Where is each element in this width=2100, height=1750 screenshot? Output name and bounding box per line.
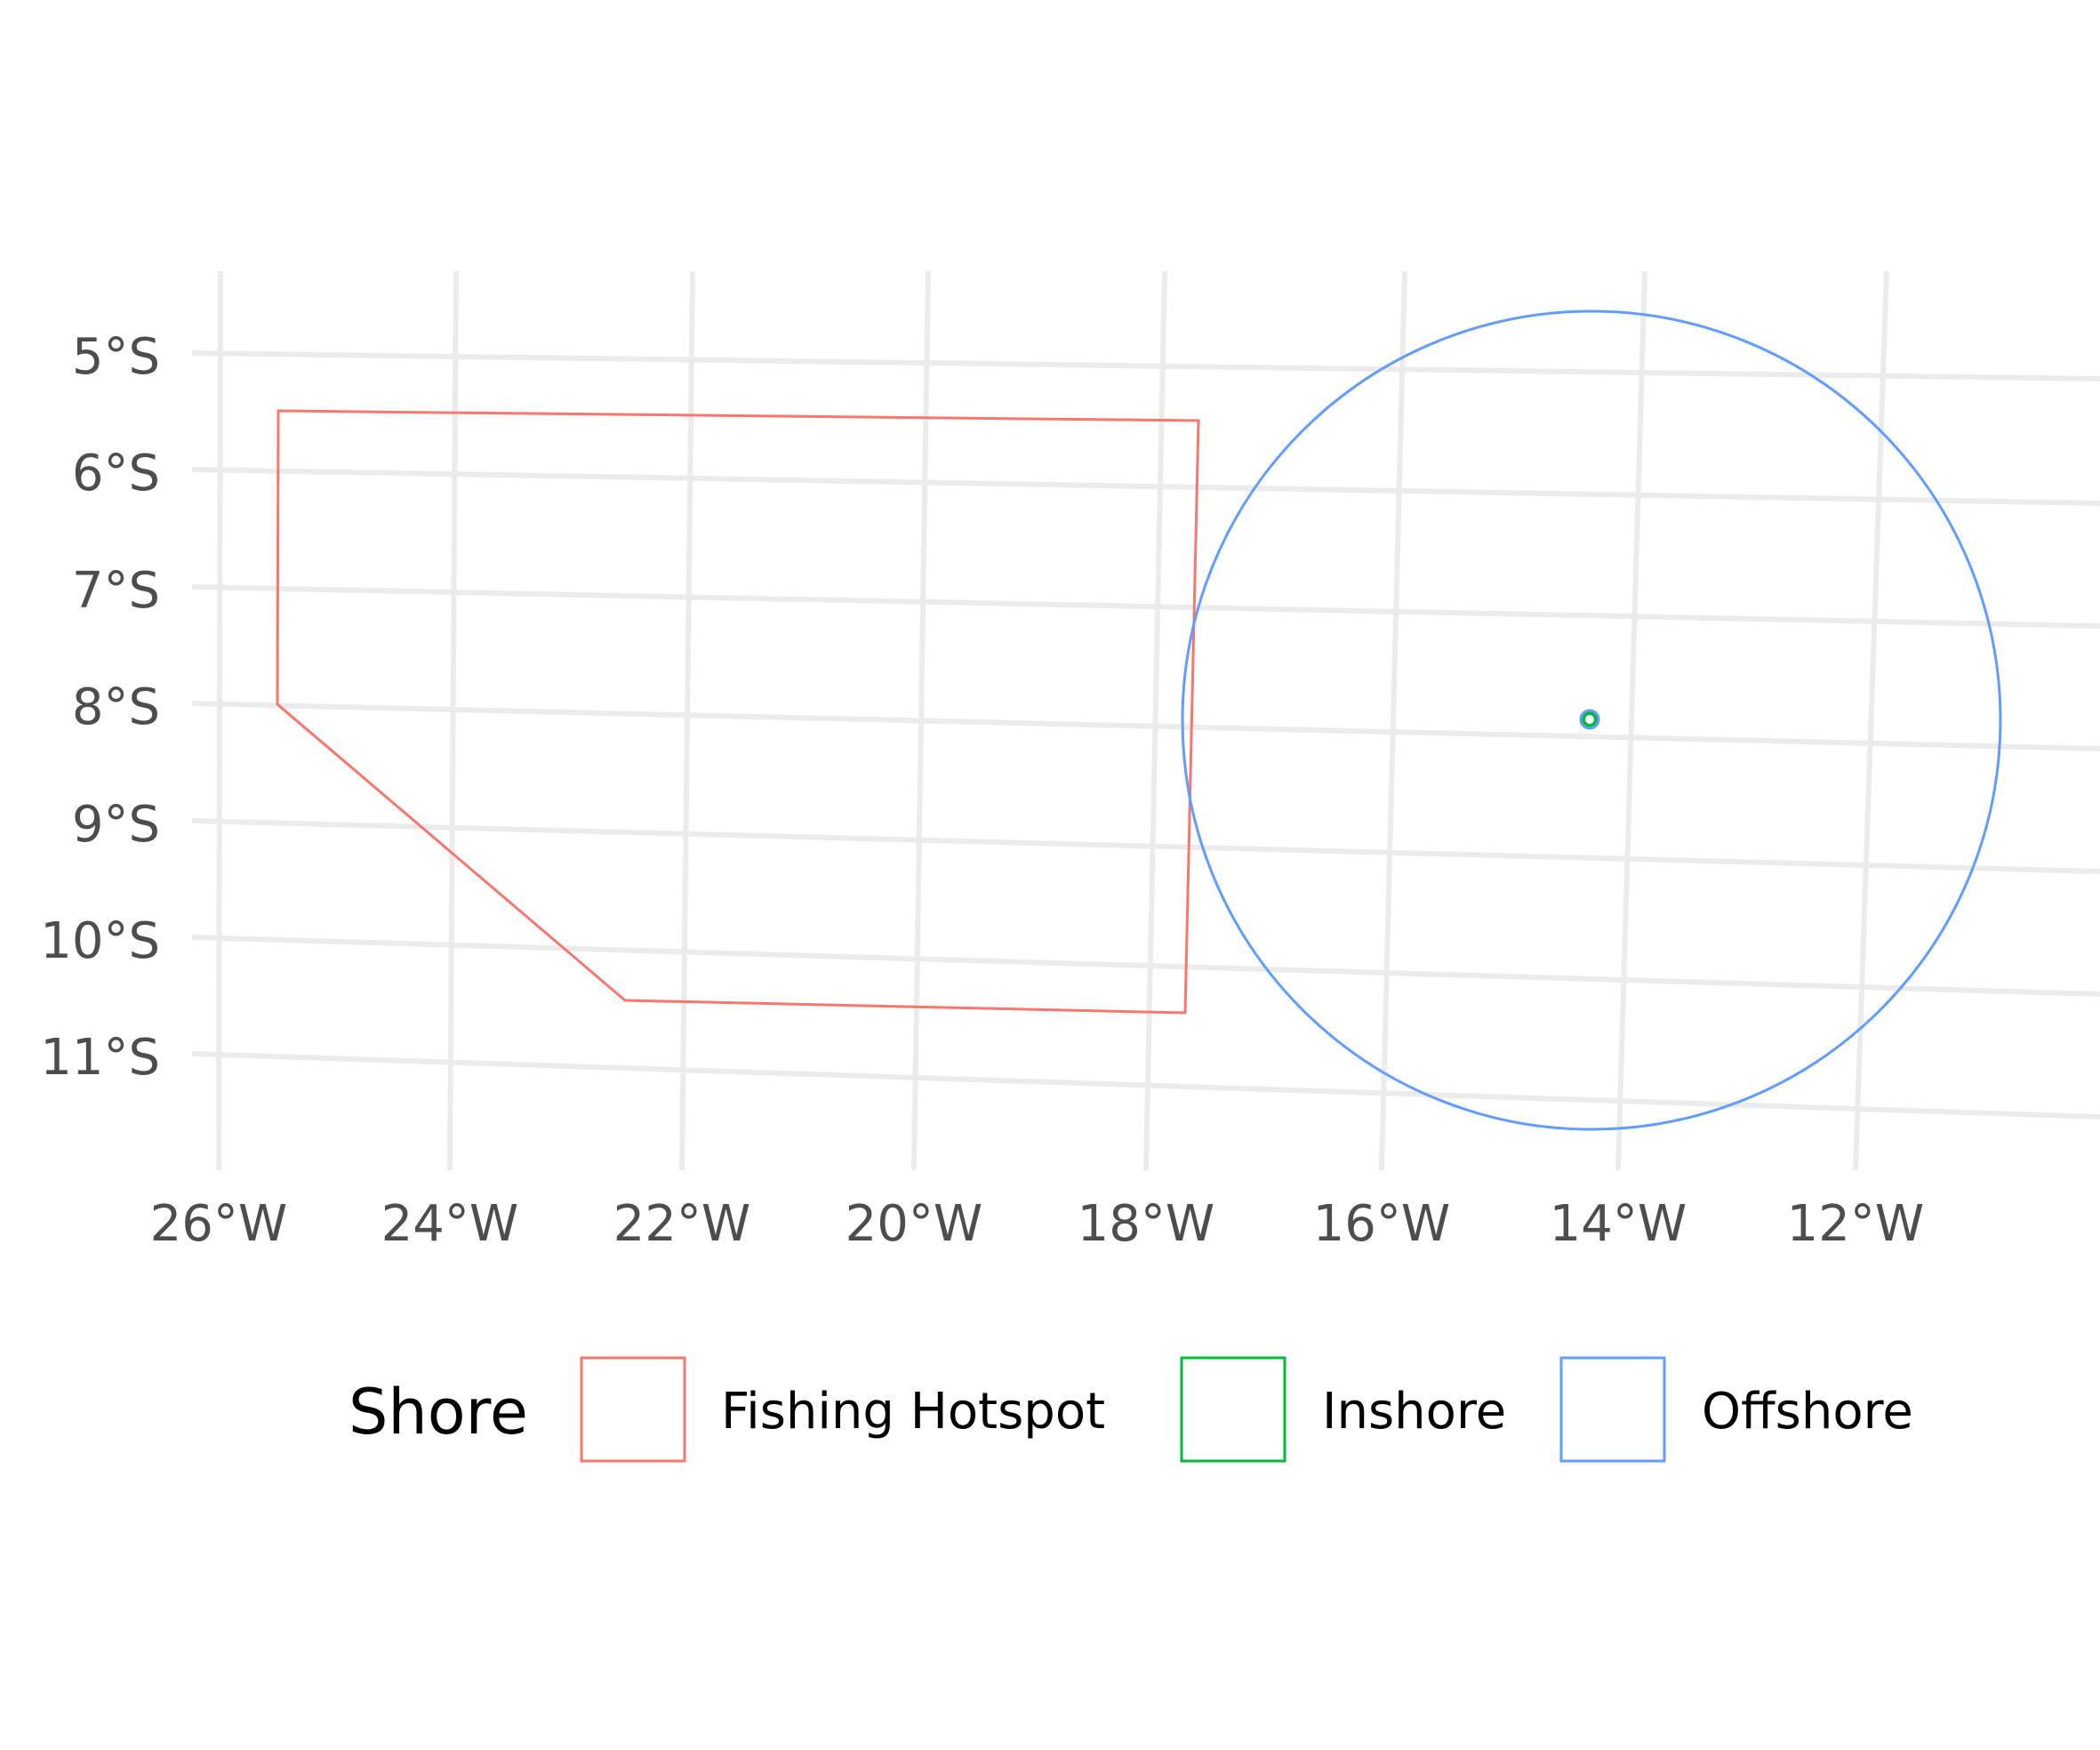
- fishing-hotspot-polygon: [276, 409, 1200, 1015]
- lon-tick-label: 18°W: [1078, 1195, 1215, 1253]
- lon-gridline-14w: [1615, 270, 1647, 1171]
- lat-tick-label: 5°S: [72, 328, 160, 386]
- lat-tick-label: 11°S: [40, 1029, 160, 1087]
- lon-tick-label: 24°W: [381, 1195, 519, 1253]
- lat-tick-label: 8°S: [72, 678, 160, 736]
- legend-title: Shore: [349, 1376, 528, 1449]
- legend-label-fishing-hotspot: Fishing Hotspot: [721, 1383, 1105, 1441]
- lon-tick-label: 20°W: [846, 1195, 983, 1253]
- lat-gridline-6s: [191, 467, 2100, 506]
- lon-tick-label: 16°W: [1313, 1195, 1451, 1253]
- lon-gridline-22w: [679, 270, 695, 1171]
- lon-tick-label: 26°W: [150, 1195, 288, 1253]
- legend-label-offshore: Offshore: [1702, 1383, 1913, 1441]
- longitude-tick-labels: 26°W 24°W 22°W 20°W 18°W 16°W 14°W 12°W: [150, 1195, 1925, 1253]
- legend-label-inshore: Inshore: [1322, 1383, 1506, 1441]
- lon-gridline-16w: [1379, 270, 1407, 1171]
- lon-gridline-24w: [447, 270, 459, 1171]
- lat-gridline-5s: [191, 350, 2100, 381]
- lon-tick-label: 12°W: [1787, 1195, 1925, 1253]
- lat-tick-label: 6°S: [72, 445, 160, 502]
- longitude-gridlines: [216, 270, 1889, 1171]
- lat-tick-label: 10°S: [40, 912, 160, 970]
- inshore-ring-outline: [1579, 709, 1600, 730]
- lon-tick-label: 22°W: [613, 1195, 751, 1253]
- latitude-tick-labels: 5°S 6°S 7°S 8°S 9°S 10°S 11°S: [40, 328, 160, 1087]
- lon-tick-label: 14°W: [1550, 1195, 1687, 1253]
- lat-gridline-9s: [191, 818, 2100, 874]
- lat-gridline-8s: [191, 701, 2100, 751]
- legend: Shore Fishing Hotspot Inshore Offshore: [349, 1356, 1913, 1463]
- legend-key-offshore: [1559, 1356, 1666, 1463]
- lat-tick-label: 9°S: [72, 796, 160, 854]
- legend-key-inshore: [1180, 1356, 1286, 1463]
- lon-gridline-26w: [216, 270, 223, 1171]
- inshore-ring: [1582, 711, 1598, 727]
- lon-gridline-18w: [1143, 270, 1167, 1171]
- lat-gridline-10s: [191, 935, 2100, 997]
- lon-gridline-20w: [911, 270, 931, 1171]
- map-features: [276, 309, 2002, 1131]
- lat-gridline-7s: [191, 584, 2100, 629]
- lon-gridline-12w: [1853, 270, 1889, 1171]
- legend-key-fishing-hotspot: [580, 1356, 686, 1463]
- latitude-gridlines: [191, 350, 2100, 1120]
- offshore-circle: [1181, 309, 2002, 1131]
- lat-tick-label: 7°S: [72, 562, 160, 620]
